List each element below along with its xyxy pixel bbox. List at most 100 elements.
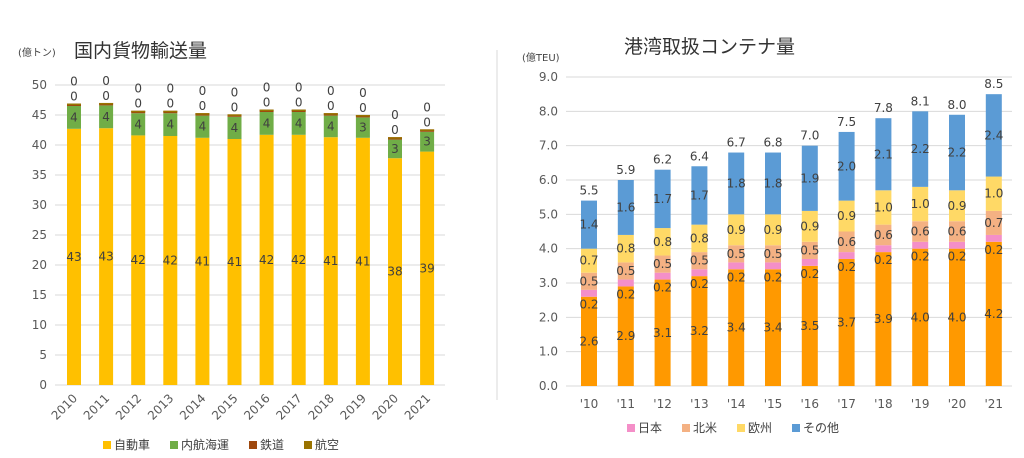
bar-segment (691, 252, 708, 270)
left-unit-label: (億トン) (18, 46, 56, 59)
bar-segment (801, 265, 818, 386)
total-label: 8.1 (911, 94, 930, 108)
data-label: 0 (263, 96, 271, 110)
data-label: 42 (131, 253, 146, 267)
x-tick-label: '15 (764, 397, 783, 411)
legend-label: 日本 (638, 421, 662, 435)
x-tick-label: 2020 (370, 391, 401, 422)
bar-segment (912, 221, 929, 242)
data-label: 0 (70, 90, 78, 104)
y-tick-label: 5 (39, 348, 47, 362)
data-label: 3 (391, 142, 399, 156)
bar-segment (838, 252, 855, 259)
data-label: 43 (98, 250, 113, 264)
x-tick-label: 2017 (273, 391, 304, 422)
x-tick-label: '12 (653, 397, 672, 411)
data-label: 1.4 (579, 218, 598, 232)
bar-segment (949, 190, 965, 222)
y-tick-label: 7.0 (539, 139, 558, 153)
total-label: 6.8 (763, 136, 782, 150)
legend-label: 自動車 (114, 438, 150, 452)
bar-segment (388, 139, 402, 159)
data-label: 0.2 (947, 250, 966, 264)
bar-segment (420, 151, 435, 385)
data-label: 0.2 (690, 277, 709, 291)
total-label: 8.0 (947, 98, 966, 112)
bar-segment (801, 210, 818, 242)
data-label: 0.9 (727, 223, 746, 237)
data-label: 0 (102, 89, 110, 103)
data-label: 0 (231, 85, 239, 99)
bar-segment (617, 262, 634, 280)
legend-swatch (103, 441, 111, 449)
data-label: 2.6 (579, 334, 598, 348)
y-tick-label: 30 (32, 198, 47, 212)
data-label: 1.9 (800, 171, 819, 185)
bar-segment (195, 113, 210, 115)
bar-segment (912, 186, 929, 222)
data-label: 1.7 (690, 188, 709, 202)
bar-segment (728, 269, 745, 386)
data-label: 0.9 (763, 223, 782, 237)
data-label: 0.6 (837, 235, 856, 249)
bar-segment (765, 152, 781, 215)
legend-swatch (737, 424, 745, 432)
data-label: 0.5 (579, 274, 598, 288)
legend-label: その他 (803, 421, 839, 435)
data-label: 1.0 (984, 187, 1003, 201)
bar-segment (227, 116, 242, 139)
legend-label: 航空 (315, 437, 339, 452)
bar-segment (949, 114, 965, 191)
bar-segment (949, 248, 965, 386)
bar-segment (291, 109, 306, 112)
bar-segment (67, 128, 81, 386)
bar-segment (912, 248, 929, 386)
bar-segment (259, 134, 274, 385)
data-label: 0 (359, 101, 367, 115)
x-tick-label: 2012 (113, 391, 144, 422)
data-label: 0 (166, 97, 174, 111)
bar-segment (163, 113, 178, 136)
data-label: 4 (327, 119, 335, 133)
data-label: 0 (295, 81, 303, 95)
bar-segment (67, 103, 81, 106)
legend-swatch (170, 441, 178, 449)
bar-segment (227, 139, 242, 385)
data-label: 0.2 (727, 270, 746, 284)
data-label: 2.2 (911, 142, 930, 156)
bar-segment (581, 248, 597, 273)
data-label: 4 (70, 110, 78, 124)
x-tick-label: '11 (617, 397, 636, 411)
bar-segment (195, 115, 210, 138)
data-label: 0.5 (763, 247, 782, 261)
data-label: 3 (423, 135, 431, 149)
bar-segment (801, 258, 818, 266)
x-tick-label: 2014 (177, 391, 208, 422)
data-label: 0 (327, 99, 335, 113)
bar-segment (765, 214, 781, 246)
data-label: 42 (291, 253, 306, 267)
bar-segment (654, 272, 671, 280)
data-label: 0.5 (727, 247, 746, 261)
total-label: 5.9 (616, 163, 635, 177)
bar-segment (985, 94, 1002, 177)
bar-segment (654, 169, 671, 229)
bar-segment (355, 137, 370, 385)
total-label: 5.5 (579, 184, 598, 198)
y-tick-label: 3.0 (539, 276, 558, 290)
bar-segment (99, 128, 114, 385)
bar-segment (875, 118, 892, 191)
bar-segment (912, 241, 929, 249)
data-label: 0.2 (616, 287, 635, 301)
data-label: 3.4 (763, 321, 782, 335)
x-tick-label: '19 (911, 397, 930, 411)
left-chart: 0510152025303540455043400201043400201142… (32, 74, 445, 452)
bar-segment (581, 296, 597, 386)
data-label: 41 (355, 254, 370, 268)
bar-segment (67, 106, 81, 129)
data-label: 0.7 (984, 216, 1003, 230)
bar-segment (728, 152, 745, 215)
y-tick-label: 25 (32, 228, 47, 242)
data-label: 0.9 (837, 209, 856, 223)
data-label: 4.0 (911, 310, 930, 324)
